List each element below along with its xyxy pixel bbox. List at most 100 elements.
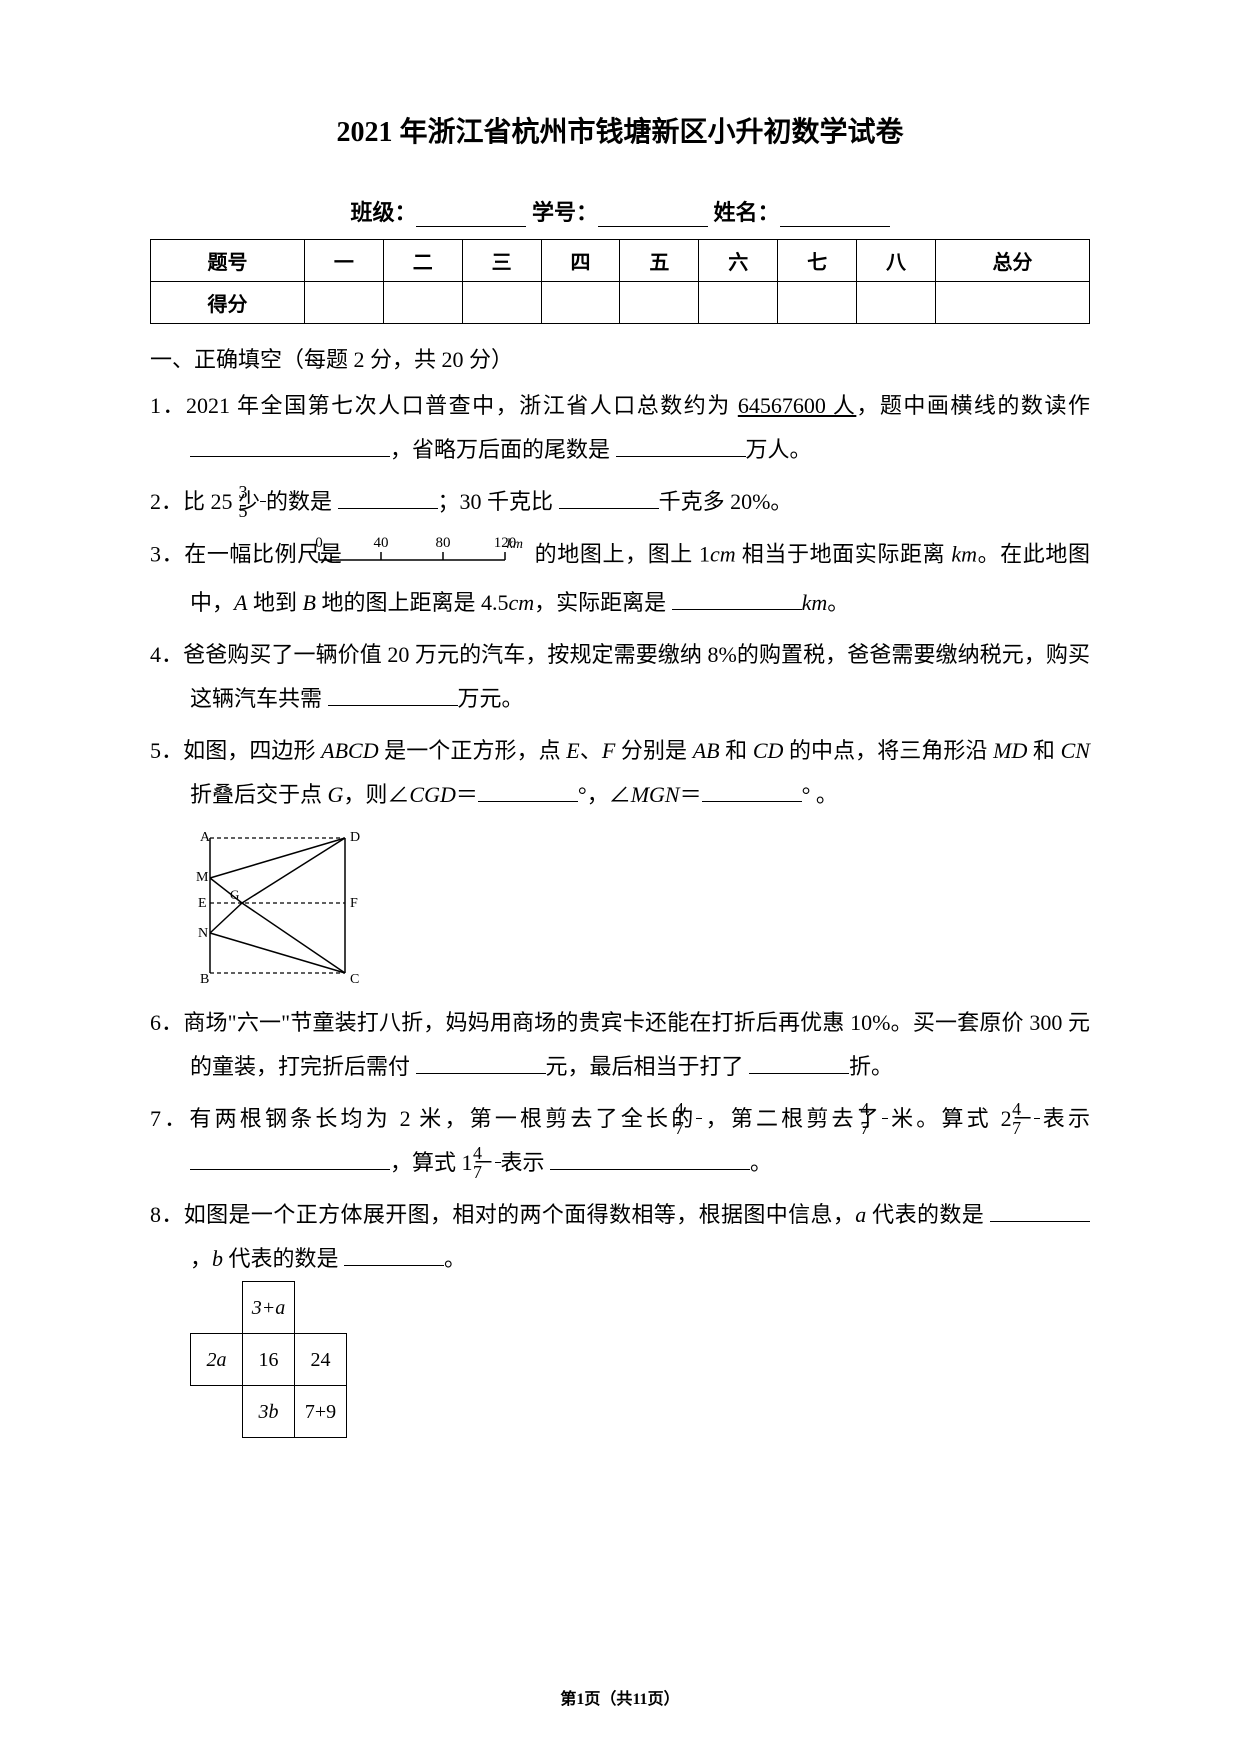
class-blank — [416, 205, 526, 227]
score-h0: 题号 — [151, 240, 305, 282]
q3-km1: km — [951, 542, 977, 567]
fig-label-D: D — [350, 830, 360, 845]
q6-b: 元，最后相当于打了 — [546, 1054, 750, 1079]
ruler-tick-1: 40 — [373, 535, 388, 551]
q8-b-var: b — [212, 1246, 223, 1271]
net-r2c2: 7+9 — [295, 1386, 347, 1438]
q8-d: 代表的数是 — [223, 1246, 344, 1271]
footer-c: 页） — [648, 1691, 680, 1708]
q2-c: ；30 千克比 — [438, 489, 559, 514]
name-label: 姓名： — [714, 200, 780, 225]
score-table: 题号 一 二 三 四 五 六 七 八 总分 得分 — [150, 239, 1090, 324]
q5-j: ＝ — [456, 782, 478, 807]
q5-figure: A D M E F N B C G — [190, 823, 370, 993]
q5-b: 是一个正方形，点 — [379, 738, 567, 763]
q2-blank1 — [338, 489, 438, 509]
q7-f3d: 7 — [1034, 1119, 1040, 1137]
score-h7: 七 — [778, 240, 857, 282]
q8-a: 如图是一个正方体展开图，相对的两个面得数相等，根据图中信息， — [184, 1202, 856, 1227]
q7-blank2 — [550, 1150, 750, 1170]
q7-num: 7． — [150, 1106, 189, 1131]
q5-k: ＝ — [680, 782, 702, 807]
q6-blank1 — [416, 1054, 546, 1074]
question-5: 5．如图，四边形 ABCD 是一个正方形，点 E、F 分别是 AB 和 CD 的… — [150, 729, 1090, 993]
footer-b: 页（共 — [584, 1691, 632, 1708]
q5-deg2: ° 。 — [802, 782, 838, 807]
q5-h: 折叠后交于点 — [190, 782, 328, 807]
q3-cm2: cm — [508, 590, 534, 615]
fig-label-E: E — [198, 896, 207, 911]
footer-total: 11 — [632, 1691, 647, 1708]
question-3: 3．在一幅比例尺是 0 40 80 120 km 的地图上，图上 1cm 相当于… — [150, 532, 1090, 625]
score-h8: 八 — [857, 240, 936, 282]
q7-f: 表示 — [501, 1150, 551, 1175]
q7-f3n: 4 — [1034, 1100, 1040, 1119]
q3-f: 地的图上距离是 4.5 — [316, 590, 509, 615]
score-cell-3 — [462, 282, 541, 324]
q3-locA: A — [234, 590, 247, 615]
q4-b: 万元。 — [458, 686, 524, 711]
q3-num: 3． — [150, 542, 184, 567]
fig-label-A: A — [200, 830, 211, 845]
question-8: 8．如图是一个正方体展开图，相对的两个面得数相等，根据图中信息，a 代表的数是 … — [150, 1193, 1090, 1438]
q3-h: 。 — [827, 590, 849, 615]
q3-ruler: 0 40 80 120 km — [349, 532, 529, 581]
score-h2: 二 — [383, 240, 462, 282]
score-cell-8 — [857, 282, 936, 324]
q7-frac3: 47 — [1034, 1100, 1040, 1137]
q1-d: 万人。 — [746, 437, 812, 462]
q1-num: 1． — [150, 393, 186, 418]
question-1: 1．2021 年全国第七次人口普查中，浙江省人口总数约为 64567600 人，… — [150, 384, 1090, 472]
q7-d: 表示 — [1040, 1106, 1090, 1131]
q7-a: 有两根钢条长均为 2 米，第一根剪去了全长的 — [189, 1106, 696, 1131]
q5-i: ，则∠ — [343, 782, 409, 807]
q5-g: 和 — [1027, 738, 1060, 763]
q5-e: 和 — [720, 738, 753, 763]
fig-label-G: G — [230, 887, 239, 902]
score-h1: 一 — [304, 240, 383, 282]
exam-title: 2021 年浙江省杭州市钱塘新区小升初数学试卷 — [150, 110, 1090, 150]
score-h6: 六 — [699, 240, 778, 282]
q7-frac4: 47 — [495, 1144, 501, 1181]
q6-blank2 — [749, 1054, 849, 1074]
q6-num: 6． — [150, 1010, 183, 1035]
class-label: 班级： — [350, 200, 416, 225]
score-h3: 三 — [462, 240, 541, 282]
q7-frac2: 47 — [882, 1100, 888, 1137]
q2-frac-den: 5 — [260, 502, 266, 520]
net-r1c0: 2a — [191, 1334, 243, 1386]
q5-abcd: ABCD — [321, 738, 378, 763]
q3-b: 的地图上，图上 1 — [535, 542, 710, 567]
q3-g: ，实际距离是 — [534, 590, 672, 615]
q5-AB: AB — [693, 738, 720, 763]
q2-b: 的数是 — [266, 489, 338, 514]
q7-f1d: 7 — [696, 1119, 702, 1137]
q2-blank2 — [559, 489, 659, 509]
fig-label-M: M — [196, 870, 209, 885]
id-blank — [598, 205, 708, 227]
net-r1c2: 24 — [295, 1334, 347, 1386]
score-h4: 四 — [541, 240, 620, 282]
q2-num: 2． — [150, 489, 183, 514]
q7-blank1 — [190, 1150, 390, 1170]
q3-km2: km — [802, 590, 828, 615]
score-cell-7 — [778, 282, 857, 324]
net-r2c1: 3b — [243, 1386, 295, 1438]
q5-CGD: CGD — [409, 782, 455, 807]
q5-d: 分别是 — [615, 738, 692, 763]
q5-MD: MD — [993, 738, 1027, 763]
score-h9: 总分 — [935, 240, 1089, 282]
q8-blank1 — [990, 1202, 1090, 1222]
q5-c: 、 — [580, 738, 602, 763]
q4-blank — [328, 686, 458, 706]
footer-a: 第 — [560, 1691, 576, 1708]
id-label: 学号： — [532, 200, 598, 225]
q4-num: 4． — [150, 642, 183, 667]
q5-MGN: MGN — [631, 782, 680, 807]
q5-CN: CN — [1061, 738, 1090, 763]
student-info-line: 班级： 学号： 姓名： — [150, 195, 1090, 227]
q2-a: 比 25 少 — [183, 489, 260, 514]
name-blank — [780, 205, 890, 227]
score-row-label: 得分 — [151, 282, 305, 324]
q7-f4d: 7 — [495, 1163, 501, 1181]
